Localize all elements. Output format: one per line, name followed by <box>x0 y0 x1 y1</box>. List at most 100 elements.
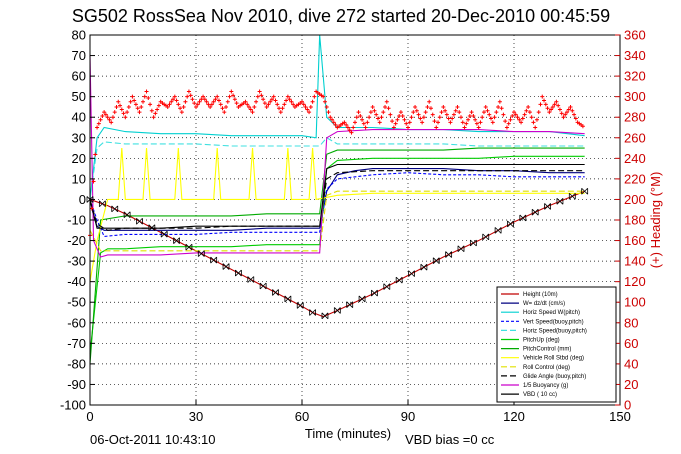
height-marker <box>210 256 218 264</box>
heading-point <box>580 124 585 129</box>
heading-point <box>271 94 276 99</box>
heading-point <box>533 125 538 130</box>
heading-point <box>529 115 534 120</box>
height-marker <box>321 312 329 320</box>
heading-point <box>211 99 216 104</box>
heading-point <box>301 102 306 107</box>
heading-point <box>307 110 312 115</box>
heading-point <box>142 94 147 99</box>
heading-point <box>172 94 177 99</box>
heading-point <box>393 121 398 126</box>
heading-point <box>455 104 460 109</box>
heading-point <box>322 99 327 104</box>
heading-point <box>153 111 158 116</box>
heading-point <box>141 99 145 104</box>
heading-point <box>413 104 418 109</box>
heading-point <box>549 107 554 112</box>
legend-label: Vehicle Roll Stbd (deg) <box>523 356 584 362</box>
heading-point <box>395 117 400 122</box>
heading-point <box>342 120 347 125</box>
x-tick-label: 30 <box>189 409 203 424</box>
heading-point <box>146 95 151 100</box>
heading-point <box>133 102 138 107</box>
heading-point <box>416 112 421 117</box>
heading-point <box>149 108 154 113</box>
heading-point <box>459 115 463 120</box>
heading-point <box>519 120 524 125</box>
height-marker <box>136 217 143 225</box>
height-marker <box>445 251 453 258</box>
heading-point <box>284 98 289 103</box>
heading-point <box>420 120 425 125</box>
heading-point <box>262 101 267 106</box>
height-markers <box>86 187 589 320</box>
y-right-tick-label: 220 <box>624 171 646 186</box>
heading-point <box>112 110 117 115</box>
height-marker <box>148 224 156 231</box>
heading-point <box>476 125 481 130</box>
heading-point <box>349 130 354 135</box>
heading-point <box>261 97 266 102</box>
heading-point <box>201 94 206 99</box>
heading-point <box>202 97 207 102</box>
heading-point <box>520 116 525 121</box>
heading-point <box>360 117 365 122</box>
heading-point <box>287 97 292 102</box>
series-line-pitch-control <box>89 147 585 364</box>
legend-label: Height (10m) <box>523 292 558 298</box>
heading-point <box>508 117 513 122</box>
heading-point <box>328 115 333 120</box>
heading-point <box>330 117 335 122</box>
plot-area <box>86 34 621 406</box>
y-right-tick-label: 280 <box>624 110 646 125</box>
heading-point <box>179 110 184 115</box>
heading-point <box>421 115 426 120</box>
heading-point <box>197 99 202 104</box>
heading-point <box>538 102 543 107</box>
heading-point <box>264 104 269 109</box>
y-right-tick-label: 20 <box>624 377 638 392</box>
heading-point <box>128 99 133 104</box>
heading-point <box>171 97 176 102</box>
heading-point <box>351 125 356 130</box>
heading-point <box>504 125 509 130</box>
heading-point <box>218 102 223 107</box>
heading-point <box>384 99 389 104</box>
heading-point <box>397 113 402 118</box>
y-tick-label: 50 <box>72 89 86 104</box>
heading-point <box>363 125 368 130</box>
heading-point <box>496 104 501 109</box>
heading-point <box>220 106 225 111</box>
legend-label: 1/5 Buoyancy (g) <box>523 383 568 389</box>
heading-point <box>137 110 142 115</box>
heading-point <box>388 112 393 117</box>
legend-label: Horiz Speed W(pitch) <box>523 310 580 316</box>
legend-label: Roll Control (deg) <box>523 365 570 371</box>
heading-point <box>414 108 419 113</box>
heading-point <box>572 112 577 117</box>
height-marker <box>432 257 440 264</box>
heading-point <box>379 115 384 120</box>
heading-point <box>243 99 248 104</box>
heading-point <box>268 99 273 104</box>
legend-label: Horiz Speed(buoy,pitch) <box>523 328 587 334</box>
height-marker <box>408 270 415 277</box>
y-tick-label: -60 <box>67 315 86 330</box>
heading-point <box>277 106 282 111</box>
height-marker <box>247 276 255 283</box>
heading-point <box>225 99 230 104</box>
heading-point <box>109 120 114 125</box>
heading-point <box>460 120 465 125</box>
heading-point <box>93 152 98 157</box>
heading-point <box>471 113 476 118</box>
heading-point <box>381 110 386 115</box>
heading-point <box>561 115 566 120</box>
series-line-horiz-speed-buoy <box>89 137 585 200</box>
x-tick-label: 0 <box>86 409 93 424</box>
heading-point <box>434 125 439 130</box>
heading-point <box>116 99 121 104</box>
heading-point <box>310 99 315 104</box>
heading-point <box>361 121 366 126</box>
heading-point <box>547 110 552 115</box>
heading-point <box>367 115 372 120</box>
